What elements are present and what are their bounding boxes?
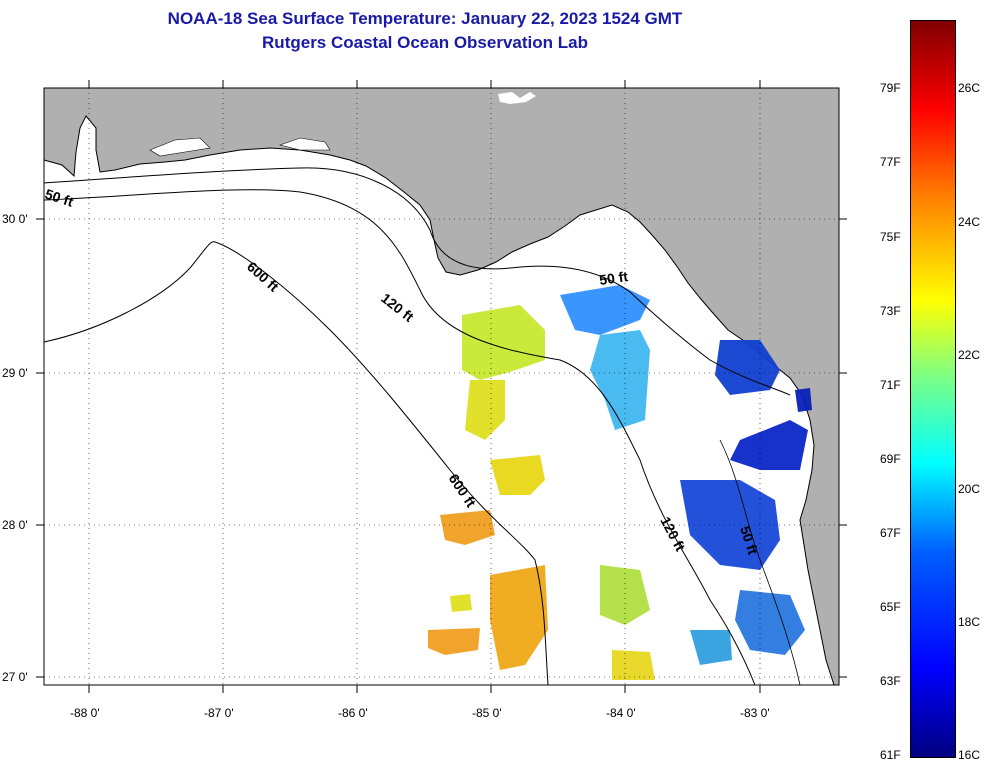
colorbar-label-f: 71F [880, 378, 901, 392]
colorbar-label-f: 63F [880, 674, 901, 688]
lon-label: -85 0' [472, 706, 502, 720]
colorbar-label-c: 22C [958, 348, 981, 362]
colorbar-label-f: 79F [880, 81, 901, 95]
colorbar-label-f: 73F [880, 304, 901, 318]
colorbar-label-c: 18C [958, 615, 981, 629]
sst-patch [440, 510, 495, 545]
lon-label: -87 0' [204, 706, 234, 720]
colorbar-label-f: 75F [880, 230, 901, 244]
lon-label: -83 0' [740, 706, 770, 720]
sst-patch [795, 388, 812, 412]
lat-label: 28 0' [2, 518, 28, 532]
colorbar-label-c: 20C [958, 482, 981, 496]
sst-patch [490, 565, 548, 670]
sst-patch [690, 630, 732, 665]
inland-lake [498, 92, 536, 104]
map-title: NOAA-18 Sea Surface Temperature: January… [167, 9, 683, 28]
land-mass [43, 87, 840, 686]
lon-label: -86 0' [338, 706, 368, 720]
contour-600ft [43, 241, 549, 686]
sst-patch [715, 340, 780, 395]
bay [149, 137, 211, 157]
map-subtitle: Rutgers Coastal Ocean Observation Lab [262, 33, 588, 52]
sst-patch [450, 594, 472, 612]
sst-data [428, 285, 812, 680]
ticks [36, 80, 847, 693]
sst-patch [428, 628, 480, 655]
lon-label: -88 0' [70, 706, 100, 720]
bay [278, 137, 331, 151]
sst-patch [590, 330, 650, 430]
colorbar-label-f: 69F [880, 452, 901, 466]
sst-patch [560, 285, 650, 335]
lon-label: -84 0' [606, 706, 636, 720]
colorbar-label-f: 61F [880, 748, 901, 762]
lat-label: 27 0' [2, 670, 28, 684]
temperature-colorbar [910, 20, 956, 758]
sst-patch [730, 420, 808, 470]
contour-50ft-east [719, 439, 801, 686]
contour-label: 50 ft [598, 268, 629, 288]
colorbar-label-c: 16C [958, 748, 981, 762]
sst-patch [465, 380, 505, 440]
sst-patch [600, 565, 650, 625]
colorbar-label-f: 67F [880, 526, 901, 540]
colorbar-label-c: 26C [958, 81, 981, 95]
colorbar-label-f: 77F [880, 155, 901, 169]
lat-label: 30 0' [2, 212, 28, 226]
sst-patch [612, 650, 655, 680]
lat-label: 29 0' [2, 366, 28, 380]
contour-120ft [43, 189, 756, 686]
sst-patch [462, 305, 545, 380]
colorbar-label-c: 24C [958, 215, 981, 229]
sst-patch [490, 455, 545, 495]
colorbar-label-f: 65F [880, 600, 901, 614]
contour-50ft [43, 167, 791, 396]
